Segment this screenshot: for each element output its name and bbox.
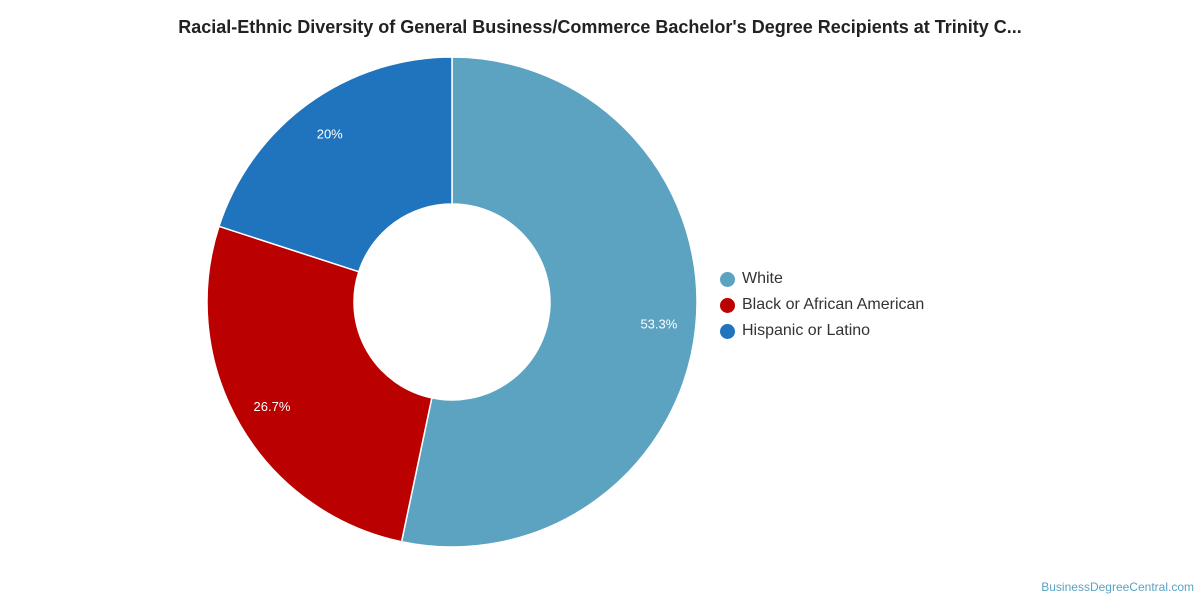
legend-label-hispanic-or-latino: Hispanic or Latino	[742, 322, 871, 339]
legend-label-white: White	[742, 270, 783, 287]
legend-swatch-white	[720, 271, 735, 287]
slice-white[interactable]	[400, 56, 698, 548]
legend-swatch-black-or-african-american	[720, 297, 735, 313]
chart-title: Racial-Ethnic Diversity of General Busin…	[178, 17, 1022, 37]
slice-label-white: 53.3%	[640, 317, 677, 332]
legend-item-black-or-african-american[interactable]: Black or African American	[720, 292, 924, 318]
legend-label-black-or-african-american: Black or African American	[742, 296, 925, 313]
legend-swatch-hispanic-or-latino	[720, 323, 735, 339]
legend: White Black or African American Hispanic…	[720, 266, 924, 344]
site-credit[interactable]: BusinessDegreeCentral.com	[1041, 580, 1194, 594]
slice-black-or-african-american[interactable]	[206, 225, 433, 543]
slice-hispanic-or-latino[interactable]	[218, 56, 453, 273]
slice-label-hispanic-or-latino: 20%	[317, 127, 343, 142]
legend-item-hispanic-or-latino[interactable]: Hispanic or Latino	[720, 318, 924, 344]
legend-item-white[interactable]: White	[720, 266, 924, 292]
slice-label-black-or-african-american: 26.7%	[254, 399, 291, 414]
